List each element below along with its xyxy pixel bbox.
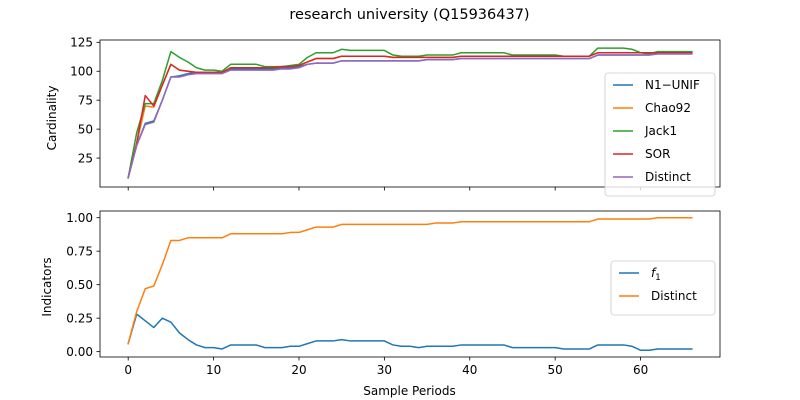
- y-tick-label-0-0: 25: [78, 151, 93, 165]
- x-tick-label-1-5: 50: [548, 363, 563, 377]
- chart-title: research university (Q15936437): [289, 7, 529, 23]
- legend-0: N1−UNIF Chao92 Jack1 SOR Distinct: [604, 72, 716, 197]
- x-tick-label-1-0: 0: [124, 363, 132, 377]
- plot-frame-0: [99, 39, 721, 188]
- series-line-0-3: [127, 51, 693, 179]
- series-line-1-0: [127, 313, 693, 352]
- legend-box-1: [610, 260, 716, 316]
- x-tick-label-1-6: 60: [633, 363, 648, 377]
- legend-label-0-0: N1−UNIF: [645, 78, 700, 92]
- y-tick-label-0-1: 50: [78, 122, 93, 136]
- y-tick-label-0-3: 100: [70, 64, 93, 78]
- x-tick-label-1-2: 20: [291, 363, 306, 377]
- y-tick-label-0-4: 125: [70, 36, 93, 50]
- x-tick-label-1-1: 10: [206, 363, 221, 377]
- bottom-panel: 0.00 0.25 0.50 0.75 1.00 0 10 20 30 40 50 60 f1 Disti…: [66, 210, 721, 377]
- legend-label-1-0: f1: [651, 266, 661, 283]
- legend-label-subscript: 1: [655, 273, 660, 283]
- legend-label-0-2: Jack1: [644, 124, 677, 138]
- y-tick-label-1-4: 1.00: [66, 211, 93, 225]
- plot-frame-1: [99, 210, 721, 358]
- legend-box-0: [604, 72, 716, 197]
- y-tick-label-1-0: 0.00: [66, 345, 93, 359]
- series-line-0-2: [127, 47, 693, 179]
- top-y-axis-label: Cardinality: [45, 86, 59, 151]
- y-tick-label-1-3: 0.75: [66, 244, 93, 258]
- legend-label-0-1: Chao92: [645, 101, 691, 115]
- legend-label-main: f: [651, 266, 657, 280]
- series-line-0-4: [127, 53, 693, 179]
- top-panel: 25 50 75 100 125 N1−UNIF Chao92 Jack1 SOR Distinc…: [70, 36, 721, 197]
- bottom-x-axis-label: Sample Periods: [363, 384, 455, 398]
- y-tick-label-1-2: 0.50: [66, 278, 93, 292]
- bottom-y-axis-label: Indicators: [40, 257, 54, 316]
- x-tick-label-1-4: 40: [462, 363, 477, 377]
- y-tick-label-1-1: 0.25: [66, 311, 93, 325]
- legend-1: f1 Distinct: [610, 260, 716, 316]
- series-line-1-1: [127, 216, 693, 345]
- y-tick-label-0-2: 75: [78, 93, 93, 107]
- legend-label-0-4: Distinct: [645, 170, 691, 184]
- legend-label-1-1: Distinct: [651, 289, 697, 303]
- x-tick-label-1-3: 30: [377, 363, 392, 377]
- legend-label-0-3: SOR: [645, 147, 670, 161]
